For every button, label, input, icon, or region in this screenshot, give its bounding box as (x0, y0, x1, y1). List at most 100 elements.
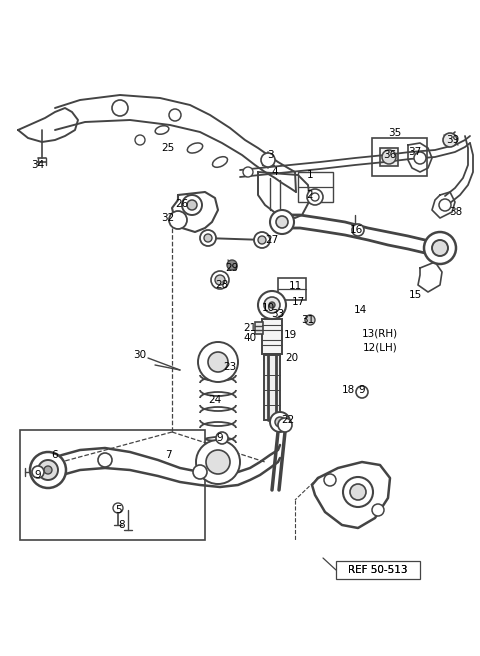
Text: 23: 23 (223, 362, 237, 372)
Text: 30: 30 (133, 350, 146, 360)
Text: 17: 17 (291, 297, 305, 307)
Text: 11: 11 (288, 281, 301, 291)
Text: 27: 27 (265, 235, 278, 245)
Bar (264, 355, 280, 420)
Text: 32: 32 (161, 213, 175, 223)
Text: 1: 1 (307, 170, 313, 180)
Text: 5: 5 (115, 505, 121, 515)
Bar (380, 148, 398, 166)
Text: 20: 20 (286, 353, 299, 363)
Ellipse shape (187, 143, 203, 153)
Circle shape (356, 386, 368, 398)
Circle shape (311, 193, 319, 201)
Text: 29: 29 (226, 263, 239, 273)
Text: 13(RH): 13(RH) (362, 328, 398, 338)
Ellipse shape (144, 462, 166, 474)
Text: 40: 40 (243, 333, 257, 343)
Text: 39: 39 (446, 135, 460, 145)
Circle shape (432, 240, 448, 256)
Circle shape (182, 195, 202, 215)
Circle shape (208, 352, 228, 372)
Circle shape (382, 150, 396, 164)
Text: 7: 7 (165, 450, 171, 460)
Ellipse shape (155, 126, 169, 134)
Circle shape (44, 466, 52, 474)
Text: 4: 4 (272, 167, 278, 177)
Circle shape (227, 260, 237, 270)
Circle shape (350, 484, 366, 500)
Circle shape (414, 152, 426, 164)
Circle shape (270, 210, 294, 234)
Text: 28: 28 (216, 280, 228, 290)
Text: 31: 31 (301, 315, 314, 325)
Text: 22: 22 (281, 415, 295, 425)
Circle shape (307, 189, 323, 205)
Circle shape (211, 271, 229, 289)
Circle shape (261, 153, 275, 167)
Text: 9: 9 (216, 433, 223, 443)
Text: 6: 6 (52, 450, 58, 460)
Bar (298, 172, 333, 202)
Circle shape (187, 200, 197, 210)
Text: 9: 9 (35, 470, 41, 480)
Text: 24: 24 (208, 395, 222, 405)
Circle shape (275, 417, 285, 427)
Circle shape (196, 440, 240, 484)
Text: 33: 33 (271, 309, 285, 319)
Text: 14: 14 (353, 305, 367, 315)
Circle shape (264, 297, 280, 313)
Circle shape (135, 135, 145, 145)
Circle shape (169, 109, 181, 121)
Circle shape (200, 230, 216, 246)
Bar (336, 561, 420, 579)
Circle shape (193, 465, 207, 479)
Circle shape (254, 232, 270, 248)
Circle shape (98, 453, 112, 467)
Circle shape (276, 216, 288, 228)
Circle shape (270, 412, 290, 432)
Text: 10: 10 (262, 303, 275, 313)
Circle shape (32, 466, 44, 478)
Text: 18: 18 (341, 385, 355, 395)
Circle shape (352, 224, 364, 236)
Circle shape (216, 432, 228, 444)
Circle shape (439, 199, 451, 211)
Text: REF 50-513: REF 50-513 (348, 565, 408, 575)
Circle shape (30, 452, 66, 488)
Text: 15: 15 (408, 290, 421, 300)
Text: 3: 3 (267, 150, 273, 160)
Text: 19: 19 (283, 330, 297, 340)
Text: 38: 38 (449, 207, 463, 217)
Circle shape (372, 504, 384, 516)
Circle shape (343, 477, 373, 507)
Bar (278, 278, 306, 300)
Text: REF 50-513: REF 50-513 (348, 565, 408, 575)
Text: 36: 36 (384, 150, 396, 160)
Ellipse shape (213, 157, 228, 167)
Circle shape (112, 100, 128, 116)
Bar (264, 354, 280, 360)
Circle shape (206, 450, 230, 474)
Circle shape (169, 211, 187, 229)
Text: 12(LH): 12(LH) (362, 343, 397, 353)
Text: 16: 16 (349, 225, 362, 235)
Circle shape (305, 315, 315, 325)
Circle shape (278, 418, 292, 432)
Circle shape (204, 234, 212, 242)
Text: 26: 26 (175, 199, 189, 209)
Text: 37: 37 (408, 147, 421, 157)
Text: 34: 34 (31, 160, 45, 170)
Circle shape (198, 342, 238, 382)
Bar (372, 138, 427, 176)
Circle shape (269, 302, 275, 308)
Text: 8: 8 (119, 520, 125, 530)
Circle shape (215, 275, 225, 285)
Text: 21: 21 (243, 323, 257, 333)
Circle shape (243, 167, 253, 177)
Circle shape (443, 133, 457, 147)
Circle shape (258, 291, 286, 319)
Text: 2: 2 (307, 190, 313, 200)
Text: 35: 35 (388, 128, 402, 138)
Text: 9: 9 (359, 385, 365, 395)
Circle shape (424, 232, 456, 264)
